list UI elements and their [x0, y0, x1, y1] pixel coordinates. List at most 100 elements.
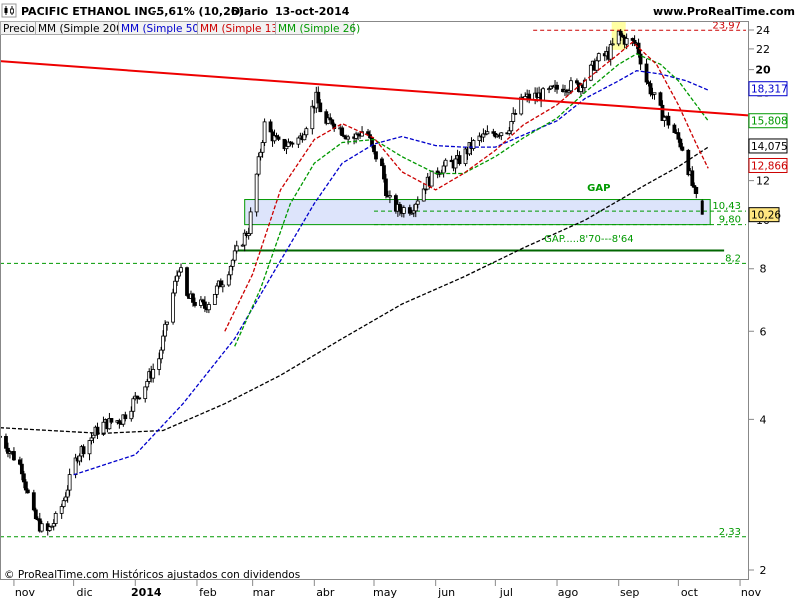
candle-body	[143, 386, 148, 399]
period-label: Diario	[231, 5, 269, 18]
candle-body	[23, 481, 28, 491]
candle-body	[511, 112, 516, 122]
candle-body	[443, 159, 448, 167]
price-marker	[748, 81, 788, 97]
candle-body	[596, 53, 601, 62]
price-marker-label: 15,808	[751, 116, 788, 128]
candle-body	[372, 144, 376, 153]
candle-body	[384, 178, 388, 197]
candle-body	[242, 232, 247, 246]
candle-body	[652, 92, 657, 95]
price-marker-label: 18,317	[751, 84, 788, 96]
candle-body	[676, 132, 681, 140]
candle-body	[4, 436, 8, 449]
candle-body	[137, 397, 142, 400]
level-label: 23,97	[712, 20, 741, 31]
price-marker-label: 10,26	[751, 210, 781, 222]
candle-body	[413, 203, 418, 212]
x-tick-label: nov	[741, 586, 762, 599]
candle-body	[193, 301, 197, 306]
candle-body	[382, 165, 386, 180]
candle-body	[262, 121, 267, 143]
candle-body	[608, 44, 613, 60]
legend-label-sma200: MM (Simple 200)	[38, 23, 127, 35]
candle-body	[47, 526, 52, 531]
sma13-line	[224, 41, 709, 332]
candle-body	[232, 250, 237, 261]
candle-body	[276, 136, 281, 140]
candle-body	[694, 187, 699, 194]
candle-body	[258, 151, 263, 158]
candle-body	[21, 473, 26, 483]
y-tick-label: 22	[756, 43, 770, 56]
candle-body	[131, 398, 136, 412]
candle-body	[17, 459, 22, 465]
candle-body	[388, 195, 392, 198]
candle-body	[214, 285, 219, 295]
x-tick-label: mar	[253, 586, 275, 599]
candle-body	[700, 200, 704, 215]
candle-body	[648, 83, 653, 95]
candle-body	[588, 64, 593, 81]
candle-body	[644, 63, 649, 83]
candle-body	[594, 60, 599, 71]
candle-body	[692, 185, 697, 188]
candle-body	[203, 301, 207, 309]
legend-tab-sma26[interactable]	[275, 21, 354, 35]
x-tick-label: ago	[558, 586, 579, 599]
candle-body	[256, 156, 261, 175]
y-tick-label: 4	[760, 413, 767, 426]
candle-body	[513, 112, 518, 115]
candle-body	[135, 395, 140, 399]
candle-body	[290, 142, 295, 145]
candle-body	[575, 80, 579, 84]
candle-body	[254, 173, 259, 213]
footer-note: © ProRealTime.com Históricos ajustados c…	[4, 569, 300, 581]
candle-body	[519, 96, 524, 115]
candle-body	[660, 104, 665, 121]
candle-body	[39, 523, 44, 532]
date-label: 13-oct-2014	[275, 5, 350, 18]
candle-body	[457, 155, 462, 165]
candle-body	[330, 119, 335, 125]
candle-body	[326, 117, 331, 124]
candle-body	[163, 323, 168, 337]
x-tick-label: abr	[316, 586, 335, 599]
candle-body	[415, 200, 420, 205]
x-tick-label: 2014	[131, 586, 162, 599]
annotation-label: GAP	[587, 183, 610, 194]
candle-body	[678, 138, 683, 148]
gap-zone	[244, 199, 711, 226]
price-marker	[748, 138, 788, 154]
trendline	[0, 60, 749, 117]
legend-label-sma50: MM (Simple 50)	[121, 23, 203, 35]
candle-body	[33, 509, 38, 520]
x-tick-label: feb	[199, 586, 217, 599]
candle-body	[284, 146, 289, 150]
candle-body	[234, 245, 239, 252]
candle-body	[662, 116, 667, 121]
candle-body	[87, 440, 92, 455]
candle-body	[638, 53, 643, 65]
candle-body	[680, 146, 685, 151]
candle-body	[485, 131, 490, 135]
candle-body	[302, 134, 307, 141]
x-tick-label: oct	[681, 586, 699, 599]
candle-body	[374, 151, 378, 160]
candle-body	[268, 121, 273, 133]
candle-body	[77, 455, 82, 462]
candle-body	[173, 280, 177, 294]
candle-body	[226, 274, 231, 286]
y-tick-label: 12	[756, 175, 770, 188]
candle-body	[407, 207, 412, 214]
candle-body	[397, 204, 402, 211]
candle-body	[145, 380, 150, 388]
candle-body	[658, 92, 663, 106]
candle-body	[165, 321, 170, 325]
candle-body	[260, 142, 265, 153]
candle-body	[481, 133, 486, 138]
level-label: 8,2	[725, 253, 741, 264]
x-tick-label: dic	[77, 586, 93, 599]
candle-body	[421, 188, 426, 202]
candle-body	[569, 80, 573, 92]
